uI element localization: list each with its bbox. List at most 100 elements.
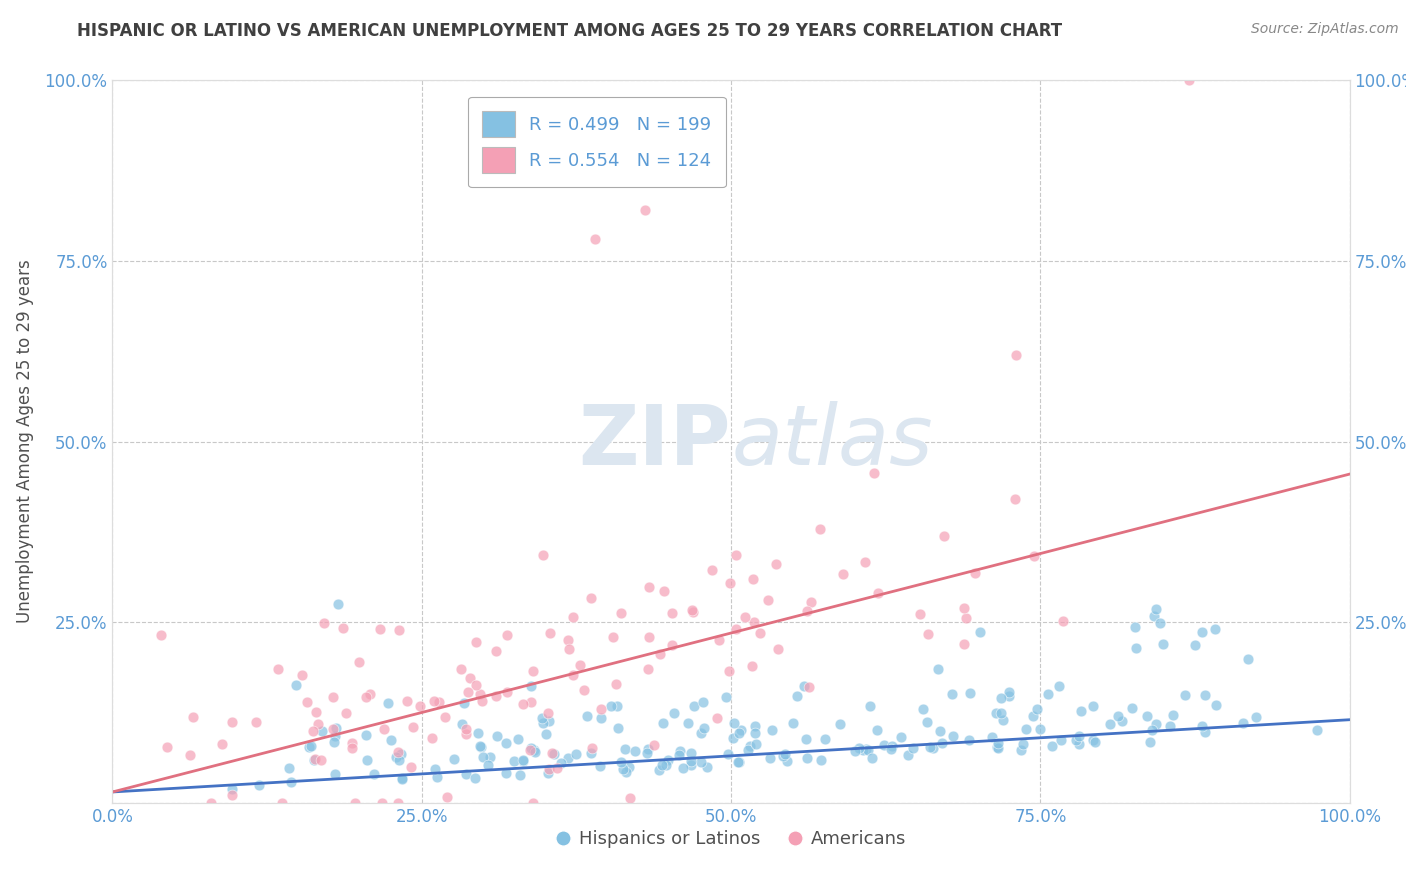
Point	[332, 621, 354, 635]
Point	[957, 732, 980, 747]
Point	[1144, 716, 1167, 731]
Point	[436, 790, 458, 805]
Point	[245, 714, 267, 729]
Point	[652, 584, 675, 599]
Point	[1064, 732, 1087, 747]
Point	[426, 770, 449, 784]
Point	[427, 695, 450, 709]
Point	[990, 691, 1012, 706]
Point	[470, 740, 492, 755]
Point	[911, 701, 934, 715]
Point	[1111, 714, 1133, 728]
Point	[1152, 637, 1174, 651]
Point	[423, 694, 446, 708]
Point	[472, 749, 495, 764]
Point	[1142, 723, 1164, 737]
Point	[309, 753, 332, 767]
Point	[451, 717, 474, 731]
Point	[1194, 724, 1216, 739]
Point	[662, 706, 685, 720]
Point	[794, 732, 817, 747]
Point	[1142, 608, 1164, 623]
Point	[692, 695, 714, 709]
Point	[342, 740, 364, 755]
Point	[734, 609, 756, 624]
Point	[1050, 733, 1073, 747]
Point	[728, 755, 751, 769]
Point	[690, 726, 713, 740]
Point	[373, 723, 395, 737]
Point	[569, 658, 592, 673]
Point	[993, 713, 1015, 727]
Point	[565, 747, 588, 761]
Point	[745, 738, 768, 752]
Point	[1067, 729, 1090, 743]
Point	[602, 630, 624, 644]
Point	[340, 737, 363, 751]
Point	[668, 748, 690, 763]
Point	[931, 736, 953, 750]
Point	[852, 743, 875, 757]
Point	[1010, 743, 1032, 757]
Point	[858, 698, 880, 713]
Point	[470, 687, 492, 701]
Point	[388, 753, 411, 767]
Point	[156, 740, 179, 755]
Point	[927, 662, 949, 676]
Point	[322, 690, 344, 704]
Point	[786, 690, 808, 704]
Point	[298, 739, 321, 754]
Point	[380, 732, 402, 747]
Point	[1052, 614, 1074, 628]
Text: atlas: atlas	[731, 401, 932, 482]
Point	[987, 741, 1010, 756]
Point	[557, 751, 579, 765]
Point	[782, 716, 804, 731]
Point	[1125, 640, 1147, 655]
Point	[572, 683, 595, 698]
Point	[391, 772, 413, 787]
Point	[522, 664, 544, 678]
Point	[1244, 710, 1267, 724]
Point	[179, 747, 201, 762]
Point	[619, 791, 641, 805]
Point	[1070, 704, 1092, 718]
Point	[323, 729, 346, 743]
Point	[314, 615, 336, 630]
Text: HISPANIC OR LATINO VS AMERICAN UNEMPLOYMENT AMONG AGES 25 TO 29 YEARS CORRELATIO: HISPANIC OR LATINO VS AMERICAN UNEMPLOYM…	[77, 22, 1063, 40]
Point	[681, 603, 703, 617]
Point	[368, 622, 391, 636]
Point	[832, 566, 855, 581]
Point	[311, 723, 333, 738]
Point	[495, 628, 517, 642]
Point	[793, 679, 815, 693]
Point	[579, 746, 602, 760]
Point	[1098, 717, 1121, 731]
Point	[740, 739, 762, 753]
Point	[1178, 73, 1201, 87]
Point	[721, 731, 744, 746]
Point	[354, 690, 377, 705]
Point	[661, 638, 683, 652]
Point	[1026, 702, 1049, 716]
Point	[1123, 619, 1146, 633]
Point	[326, 597, 349, 611]
Point	[408, 698, 430, 713]
Point	[302, 724, 325, 739]
Point	[1159, 719, 1181, 733]
Point	[464, 635, 486, 649]
Point	[942, 730, 965, 744]
Point	[990, 706, 1012, 720]
Point	[917, 627, 939, 641]
Point	[221, 788, 243, 802]
Point	[537, 766, 560, 780]
Point	[385, 750, 408, 764]
Point	[637, 742, 659, 756]
Point	[443, 752, 465, 766]
Point	[280, 774, 302, 789]
Point	[700, 564, 723, 578]
Point	[855, 742, 877, 756]
Point	[682, 699, 704, 714]
Point	[1306, 723, 1329, 738]
Point	[853, 555, 876, 569]
